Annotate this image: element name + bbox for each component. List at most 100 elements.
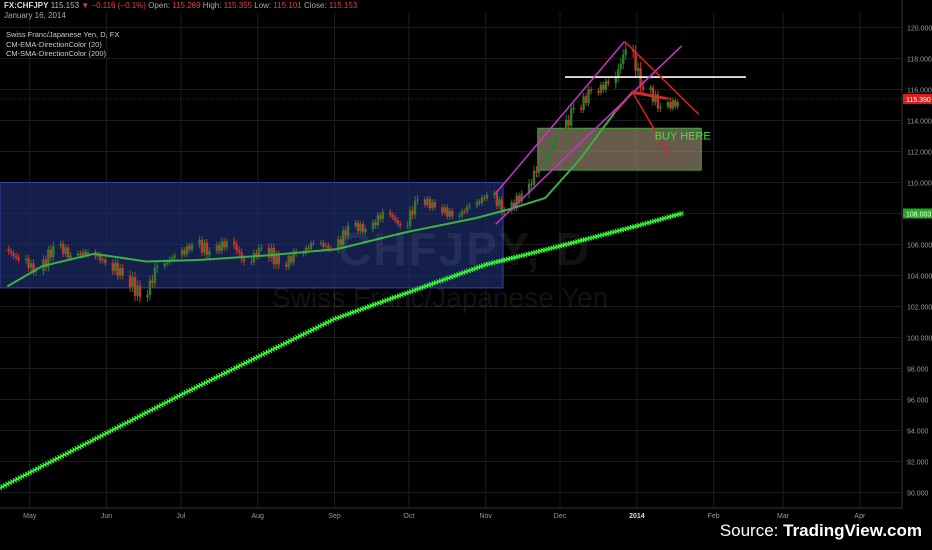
sma-point [178,392,184,398]
candle-body [9,251,13,254]
watermark-name: Swiss Franc/Japanese Yen [272,282,609,313]
sma-point [17,475,23,481]
sma-point [34,466,40,472]
sma-point [101,431,107,437]
sma-point [114,425,119,431]
sma-point [148,407,154,413]
sma-point [198,382,204,388]
sma-point [312,326,318,332]
y-tick-label: 112.000 [907,150,932,157]
candle-body [173,255,176,258]
legend-title[interactable]: Swiss Franc/Japanese Yen, D, FX [6,30,120,39]
candle-body [589,89,593,92]
candle-body [597,91,600,93]
candle-body [617,68,620,77]
consolidation-zone [0,182,504,289]
candle-body [584,96,588,103]
x-tick-label: May [23,513,37,520]
sma-point [76,444,82,450]
x-tick-label: Apr [854,513,866,520]
candle-body [81,251,85,256]
candle-body [307,247,310,250]
candle-body [547,151,551,159]
sma-point [287,338,293,344]
sma-point [158,402,164,408]
sma-200-series [0,211,684,491]
sma-point [81,442,87,447]
sma-point [282,341,288,346]
candle-body [649,87,652,90]
sma-point [290,337,295,343]
sma-point [275,344,280,350]
candle-body [225,241,228,248]
candle-body [272,247,276,265]
sma-point [57,454,62,460]
candle-body [101,259,105,261]
source-prefix: Source: [719,521,784,540]
candle-body [431,201,434,209]
candle-body [128,275,132,288]
high-label: High: [202,1,222,10]
open-label: Open: [148,1,170,10]
candle-body [510,202,513,211]
sma-point [327,318,332,324]
source-credit: Source: TradingView.com [720,521,922,541]
sma-point [205,378,211,384]
sma-point [208,377,214,383]
candle-body [604,81,608,90]
candle-body [133,276,137,296]
candle-body [136,285,139,296]
sma-point [679,211,684,216]
sma-point [66,449,72,455]
sma-point [267,348,273,354]
sma-point [116,424,122,430]
downtrend-line [623,40,700,115]
candle-body [433,201,437,208]
price-tag: 115.390 [906,97,931,104]
candle-body [391,215,394,218]
source-site[interactable]: TradingView.com [783,521,922,540]
candle-body [468,205,471,207]
sma-point [123,420,129,426]
sma-point [2,482,8,488]
candle-body [27,258,30,268]
sma-point [218,372,223,378]
sma-point [121,421,127,427]
candle-body [607,81,610,84]
sma-point [111,426,117,432]
candle-body [406,225,409,227]
sma-point [213,375,218,381]
sma-point [0,485,3,491]
candle-body [153,267,157,284]
candle-body [47,249,50,268]
candle-body [448,210,451,217]
legend-ema[interactable]: CM-EMA-DirectionColor (20) [6,39,102,49]
sma-tag: 108.003 [906,212,931,219]
sma-point [255,354,261,360]
candle-body [527,183,531,194]
sma-point [252,355,258,361]
candle-body [12,253,15,257]
candle-body [408,210,412,226]
sma-point [109,428,114,433]
candle-body [327,245,330,249]
symbol-label: FX:CHFJPY [4,1,49,10]
sma-point [307,328,313,334]
candle-body [413,200,417,215]
candle-body [498,199,501,206]
candle-body [512,202,516,209]
y-tick-label: 92.000 [907,460,929,467]
sma-point [141,411,147,417]
sma-point [84,440,90,446]
candle-body [394,217,397,221]
candle-body [237,250,241,253]
buy-here-label: BUY HERE [655,130,711,142]
candle-body [483,197,486,199]
candle-body [389,211,392,216]
candle-body [183,249,186,255]
legend-sma[interactable]: CM-SMA-DirectionColor (200) [6,49,107,58]
indicator-legend: Swiss Franc/Japanese Yen, D, FX CM-EMA-D… [6,30,119,59]
sma-point [14,476,20,482]
sma-point [133,415,139,421]
